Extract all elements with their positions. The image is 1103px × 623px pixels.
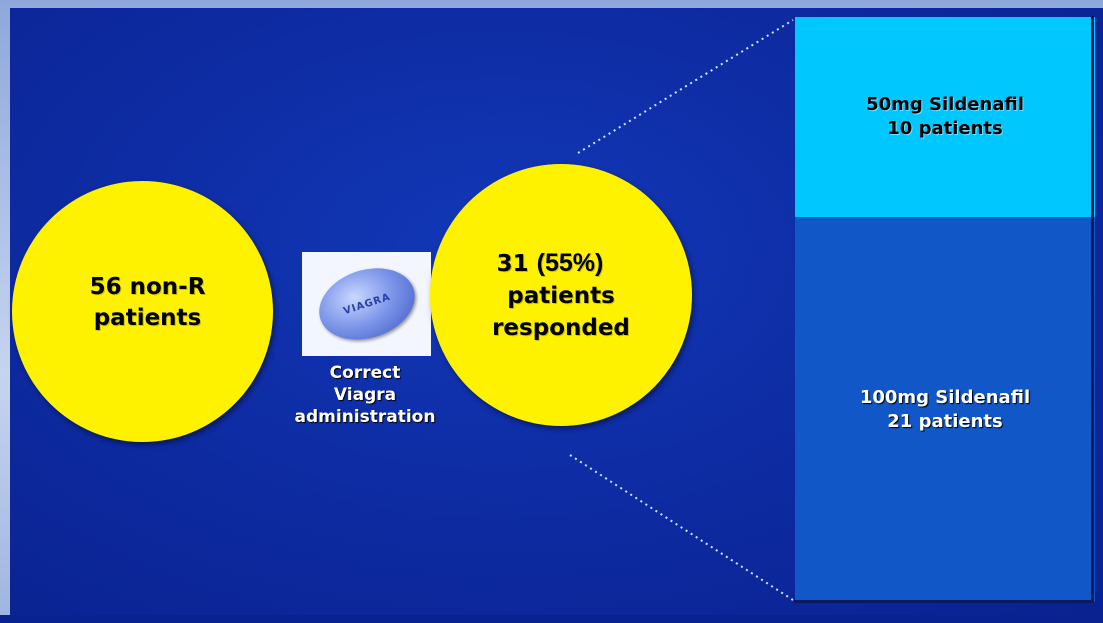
dose-box-100mg-dose: 100mg Sildenafil: [859, 386, 1031, 408]
connector-line-bottom: [569, 454, 794, 601]
viagra-pill-image: VIAGRA: [302, 252, 431, 356]
administration-label-line2: Viagra: [333, 385, 397, 405]
dose-box-100mg: 100mg Sildenafil 21 patients: [795, 217, 1095, 602]
slide-bottom-bar: [0, 615, 1103, 623]
dose-box-100mg-patients: 21 patients: [887, 410, 1003, 432]
non-responder-patients-label: patients: [93, 304, 202, 331]
responder-count: 31: [496, 250, 537, 277]
dose-box-50mg-dose: 50mg Sildenafil: [866, 94, 1024, 115]
non-responder-circle: 56 non-R patients: [12, 181, 273, 442]
responder-circle: 31 (55%) patients responded: [430, 164, 692, 426]
dose-box-50mg: 50mg Sildenafil 10 patients: [795, 17, 1095, 217]
pill-icon: VIAGRA: [309, 256, 425, 352]
non-responder-count-label: 56 non-R: [89, 273, 206, 300]
connector-line-top: [577, 19, 794, 154]
responder-percent: (55%): [536, 248, 604, 277]
responder-responded-label: responded: [492, 314, 630, 341]
administration-label: Correct Viagra administration: [250, 362, 480, 428]
pill-imprint: VIAGRA: [342, 291, 392, 317]
dose-box-50mg-patients: 10 patients: [887, 118, 1003, 139]
administration-label-line1: Correct: [329, 363, 401, 383]
administration-label-line3: administration: [294, 407, 436, 427]
responder-count-row: 31 (55%): [470, 247, 630, 280]
responder-patients-label: patients: [507, 282, 615, 309]
